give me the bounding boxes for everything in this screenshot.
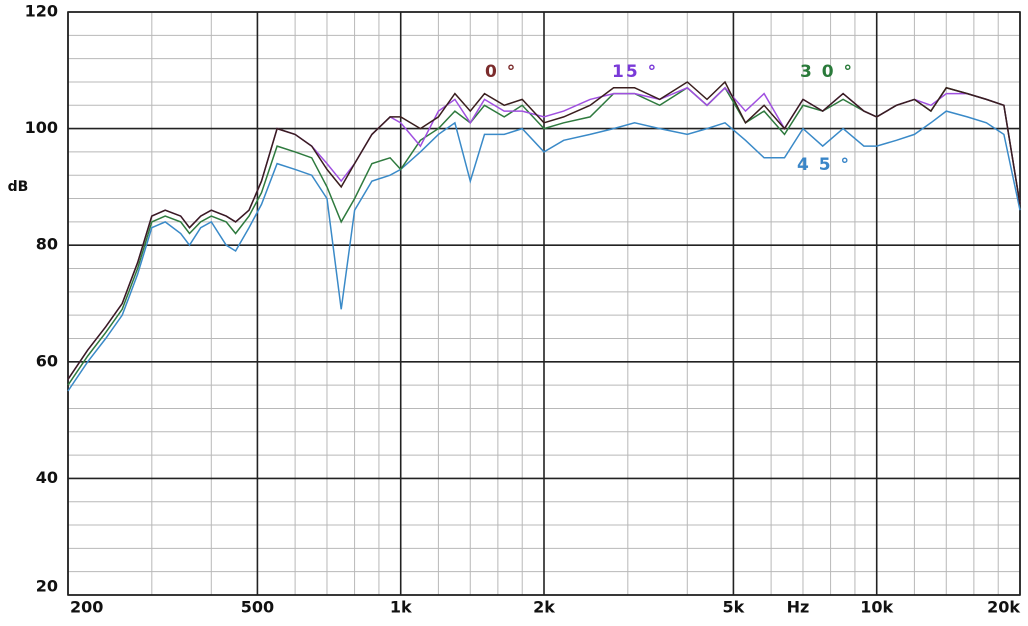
x-axis-label: Hz — [787, 598, 810, 617]
y-tick-label: 100 — [25, 118, 58, 137]
series-label: 4 5 ° — [797, 155, 851, 175]
x-tick-label: 500 — [241, 598, 274, 617]
y-tick-label: 40 — [36, 468, 58, 487]
x-tick-label: 200 — [70, 598, 103, 617]
series-label: 3 0 ° — [800, 62, 854, 82]
x-tick-label: 2k — [533, 598, 555, 617]
series-label: 15 ° — [612, 62, 658, 82]
x-tick-label: 20k — [987, 598, 1020, 617]
y-tick-label: 20 — [36, 577, 58, 596]
x-tick-label: 5k — [723, 598, 745, 617]
series-label: 0 ° — [485, 62, 517, 82]
x-tick-label: 10k — [860, 598, 893, 617]
y-tick-label: 60 — [36, 351, 58, 370]
plot-border — [67, 11, 1021, 596]
series-line — [67, 80, 1021, 380]
x-tick-label: 1k — [390, 598, 412, 617]
y-tick-label: 80 — [36, 235, 58, 254]
y-axis-label: dB — [8, 179, 29, 195]
y-tick-label: 120 — [25, 2, 58, 21]
series-line — [67, 110, 1021, 392]
